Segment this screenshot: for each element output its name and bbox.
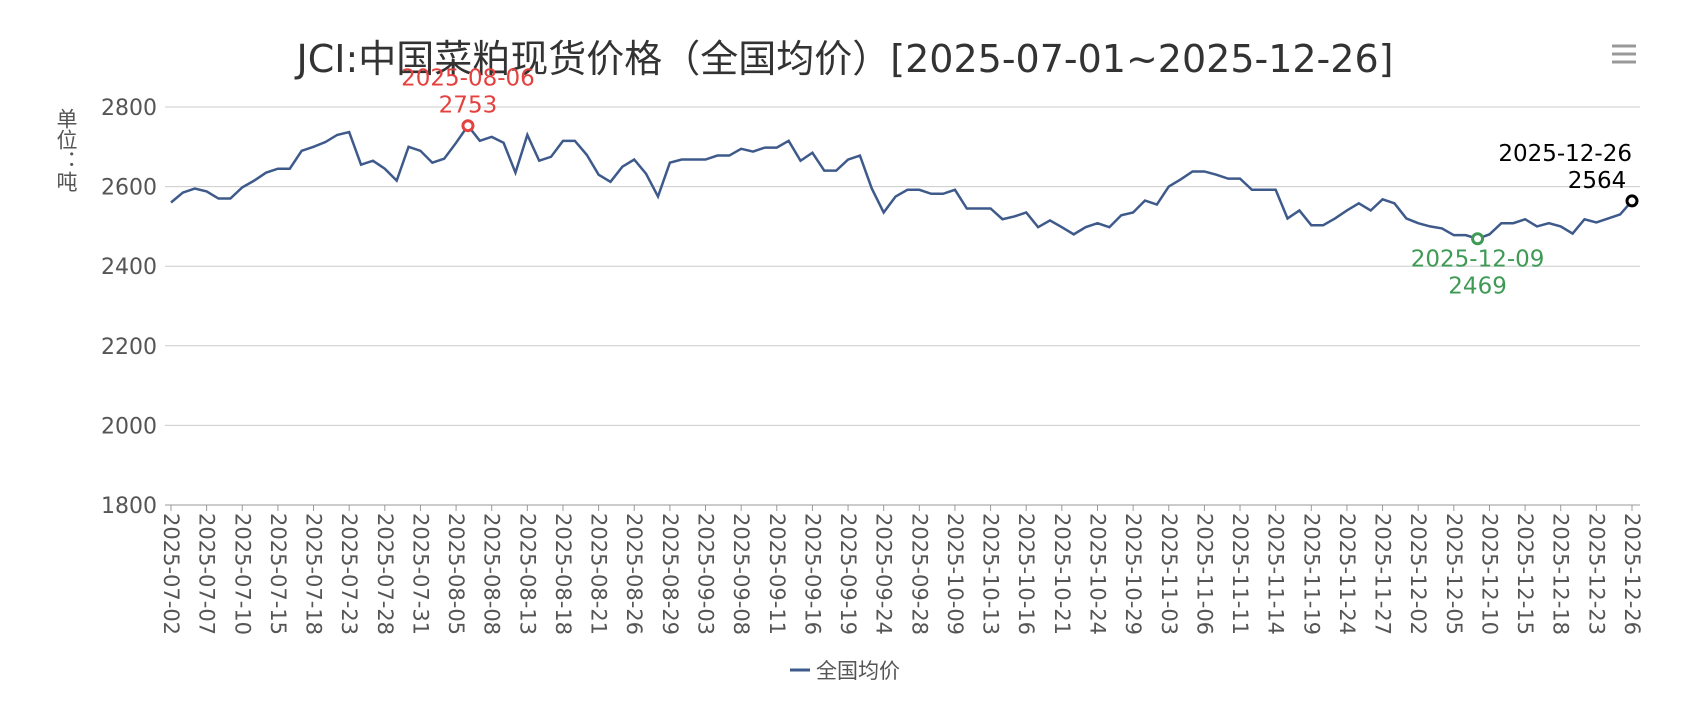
annotation-value: 2753 (439, 93, 498, 119)
legend-label: 全国均价 (816, 659, 900, 683)
x-tick-label: 2025-11-27 (1371, 513, 1395, 635)
x-tick-label: 2025-12-18 (1549, 513, 1573, 635)
x-tick-label: 2025-11-03 (1157, 513, 1181, 635)
x-tick-label: 2025-09-24 (872, 513, 896, 635)
x-tick-label: 2025-09-28 (907, 513, 931, 635)
x-tick-label: 2025-08-29 (658, 513, 682, 635)
annotation-date: 2025-08-06 (401, 66, 535, 92)
annotation-date: 2025-12-26 (1498, 141, 1632, 167)
x-tick-label: 2025-08-21 (587, 513, 611, 635)
x-tick-label: 2025-11-14 (1264, 513, 1288, 635)
x-tick-label: 2025-07-28 (373, 513, 397, 635)
x-tick-label: 2025-12-26 (1620, 513, 1644, 635)
annotation-date: 2025-12-09 (1411, 247, 1545, 273)
y-tick-label: 1800 (101, 494, 157, 519)
x-tick-label: 2025-11-19 (1299, 513, 1323, 635)
y-tick-label: 2400 (101, 255, 157, 280)
x-tick-label: 2025-11-06 (1192, 513, 1216, 635)
y-tick-label: 2800 (101, 96, 157, 121)
x-tick-label: 2025-12-23 (1584, 513, 1608, 635)
x-tick-label: 2025-07-02 (159, 513, 183, 635)
y-tick-label: 2600 (101, 176, 157, 201)
x-tick-label: 2025-08-18 (551, 513, 575, 635)
x-tick-label: 2025-11-11 (1228, 513, 1252, 635)
x-tick-label: 2025-10-13 (979, 513, 1003, 635)
annotation-value: 2564 (1568, 168, 1627, 194)
x-tick-label: 2025-09-08 (729, 513, 753, 635)
x-tick-label: 2025-08-13 (515, 513, 539, 635)
x-tick-label: 2025-07-18 (302, 513, 326, 635)
x-tick-label: 2025-08-26 (622, 513, 646, 635)
series-line (170, 123, 1633, 241)
annotation-value: 2469 (1448, 274, 1507, 300)
x-tick-label: 2025-10-16 (1014, 513, 1038, 635)
x-tick-label: 2025-07-15 (266, 513, 290, 635)
x-tick-label: 2025-11-24 (1335, 513, 1359, 635)
x-tick-label: 2025-09-03 (694, 513, 718, 635)
x-tick-label: 2025-12-15 (1513, 513, 1537, 635)
x-tick-label: 2025-10-24 (1085, 513, 1109, 635)
x-tick-label: 2025-08-08 (480, 513, 504, 635)
chart-title: JCI:中国菜粕现货价格（全国均价）[2025-07-01~2025-12-26… (295, 37, 1394, 81)
annotation-marker (1625, 194, 1639, 208)
x-tick-label: 2025-07-31 (408, 513, 432, 635)
x-tick-label: 2025-09-19 (836, 513, 860, 635)
x-tick-label: 2025-09-16 (800, 513, 824, 635)
x-tick-label: 2025-07-23 (337, 513, 361, 635)
x-tick-label: 2025-10-21 (1050, 513, 1074, 635)
annotation-marker (461, 119, 475, 133)
x-tick-label: 2025-10-09 (943, 513, 967, 635)
y-axis-label: 单位：吨 (54, 108, 78, 192)
x-tick-label: 2025-12-05 (1442, 513, 1466, 635)
y-tick-label: 2200 (101, 335, 157, 360)
x-tick-label: 2025-07-10 (230, 513, 254, 635)
x-tick-label: 2025-08-05 (444, 513, 468, 635)
menu-icon[interactable] (1612, 44, 1636, 64)
x-tick-label: 2025-12-02 (1406, 513, 1430, 635)
annotation-marker (1471, 232, 1485, 246)
x-tick-label: 2025-12-10 (1477, 513, 1501, 635)
x-tick-label: 2025-09-11 (765, 513, 789, 635)
y-tick-label: 2000 (101, 414, 157, 439)
x-tick-label: 2025-07-07 (195, 513, 219, 635)
x-tick-label: 2025-10-29 (1121, 513, 1145, 635)
